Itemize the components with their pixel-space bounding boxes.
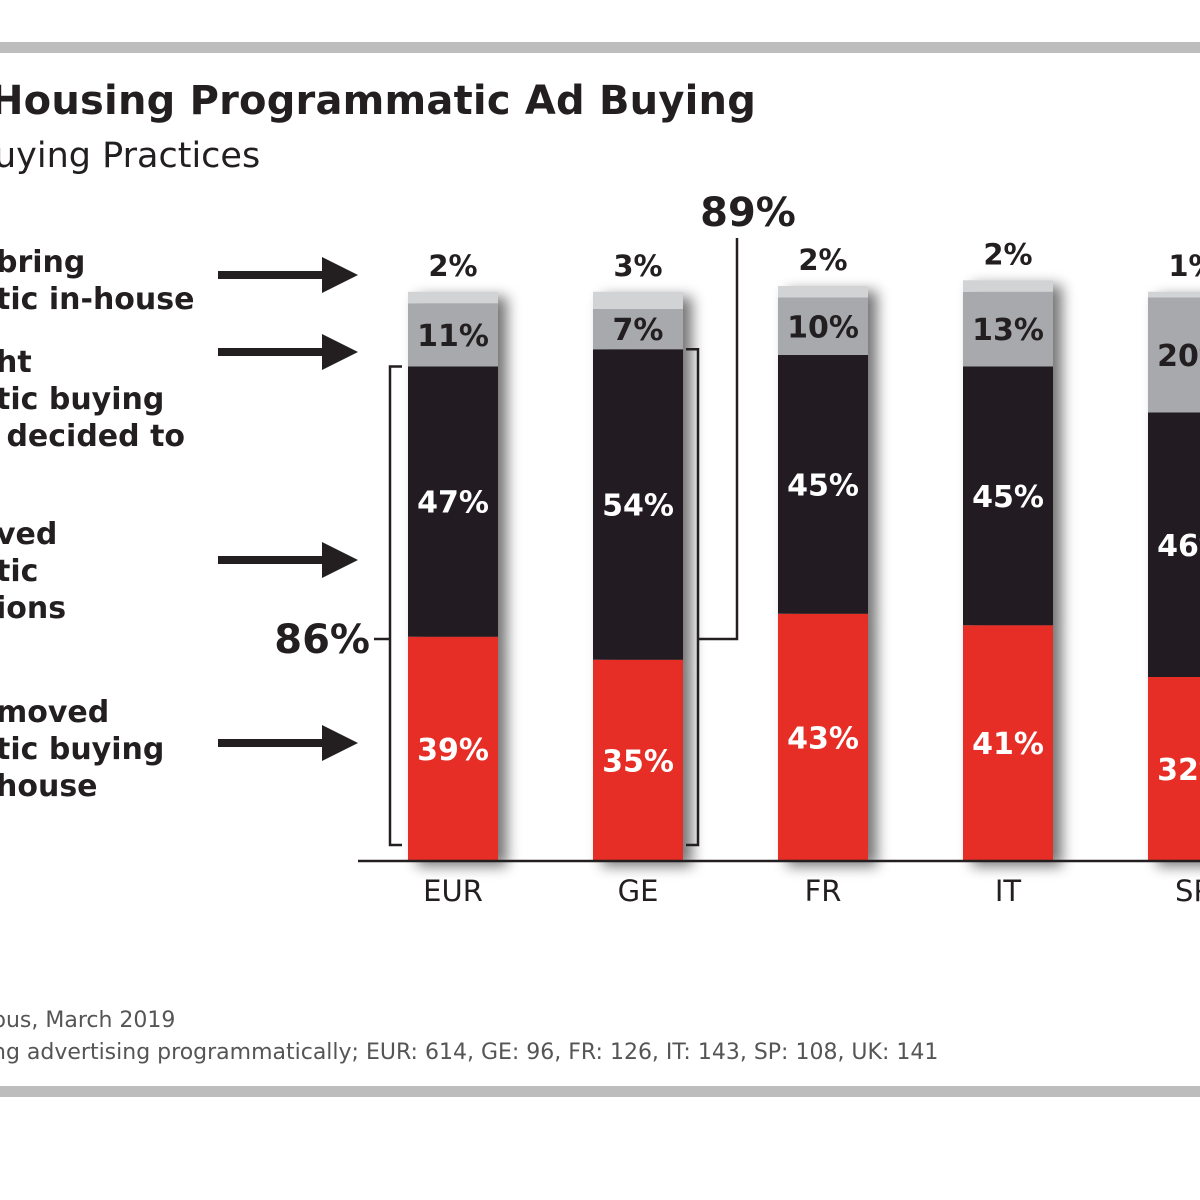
data-label-moved-some-fr: 45%: [787, 468, 859, 503]
bar-segment-in-house-fr: [778, 613, 868, 861]
bar-segment-plan-to-bring-sp: [1148, 291, 1200, 298]
bar-segment-considered-fr: [778, 297, 868, 355]
bar-segment-considered-sp: [1148, 297, 1200, 413]
data-label-in-house-sp: 32%: [1157, 753, 1200, 788]
bar-eur: [408, 291, 498, 861]
data-label-in-house-fr: 43%: [787, 721, 859, 756]
legend-arrow-moved-some: [218, 542, 358, 578]
bracket-line-ge: [686, 238, 739, 847]
data-label-plan-to-bring-eur: 2%: [428, 249, 477, 283]
data-label-moved-some-ge: 54%: [602, 489, 674, 524]
legend-arrow-plan-to-bring: [218, 257, 358, 293]
bar-segment-moved-some-fr: [778, 355, 868, 614]
legend-arrow-in-house: [218, 725, 358, 761]
data-label-in-house-it: 41%: [972, 727, 1044, 762]
legend-label-considered: ht tic buying decided to: [0, 345, 186, 454]
bar-segment-plan-to-bring-eur: [408, 291, 498, 304]
bracket-label-ge: 89%: [700, 190, 796, 236]
bar-segment-in-house-sp: [1148, 677, 1200, 861]
bar-segment-in-house-it: [963, 625, 1053, 861]
stacked-bar-chart: 39% 47% 11% 2% EUR 35% 54% 7% 3% GE 43% 45% 10% 2% FR 4…: [274, 190, 1200, 908]
data-label-considered-fr: 10%: [787, 310, 859, 345]
bar-fr: [778, 286, 868, 861]
data-label-plan-to-bring-sp: 1%: [1168, 249, 1200, 283]
category-label-sp: SP: [1175, 874, 1200, 908]
bracket-label-eur: 86%: [274, 617, 370, 663]
bar-ge: [593, 291, 683, 861]
category-label-ge: GE: [618, 874, 659, 908]
bar-segment-in-house-eur: [408, 636, 498, 861]
brackets-layer: 86% 89%: [274, 190, 796, 847]
bar-it: [963, 280, 1053, 861]
bar-segment-moved-some-sp: [1148, 412, 1200, 677]
data-label-considered-sp: 20%: [1157, 339, 1200, 374]
bar-segment-in-house-ge: [593, 659, 683, 861]
legend-label-moved-some: ved tic ions: [0, 517, 67, 626]
chart-title: Housing Programmatic Ad Buying: [0, 78, 757, 124]
bar-segment-plan-to-bring-fr: [778, 286, 868, 298]
data-label-considered-eur: 11%: [417, 319, 489, 354]
bottom-rule: [0, 1086, 1200, 1097]
data-label-plan-to-bring-fr: 2%: [798, 243, 847, 277]
legend-label-in-house: moved tic buying house: [0, 695, 165, 804]
bar-segment-considered-eur: [408, 303, 498, 367]
data-label-plan-to-bring-ge: 3%: [613, 249, 662, 283]
base-note: ng advertising programmatically; EUR: 61…: [0, 1040, 939, 1065]
data-label-in-house-eur: 39%: [417, 733, 489, 768]
data-label-considered-it: 13%: [972, 313, 1044, 348]
source-note: bus, March 2019: [0, 1008, 176, 1033]
bar-segment-plan-to-bring-it: [963, 280, 1053, 292]
bar-segment-moved-some-it: [963, 366, 1053, 626]
data-label-in-house-ge: 35%: [602, 744, 674, 779]
data-label-moved-some-sp: 46%: [1157, 529, 1200, 564]
bar-segment-considered-ge: [593, 309, 683, 350]
top-rule: [0, 42, 1200, 53]
labels-layer: 39% 47% 11% 2% EUR 35% 54% 7% 3% GE 43% 45% 10% 2% FR 4…: [417, 237, 1200, 908]
chart-subtitle: uying Practices: [0, 136, 261, 176]
category-label-eur: EUR: [423, 874, 483, 908]
bar-segment-moved-some-eur: [408, 366, 498, 637]
category-label-it: IT: [995, 874, 1022, 908]
data-label-plan-to-bring-it: 2%: [983, 237, 1032, 271]
bar-segment-considered-it: [963, 291, 1053, 367]
bar-segment-moved-some-ge: [593, 349, 683, 660]
data-label-moved-some-it: 45%: [972, 480, 1044, 515]
legend-label-plan-to-bring: bring tic in-house: [0, 245, 195, 317]
data-label-considered-ge: 7%: [613, 313, 664, 348]
bar-sp: [1148, 291, 1200, 861]
bracket-line-eur: [374, 365, 402, 847]
bars-layer: [408, 280, 1200, 861]
data-label-moved-some-eur: 47%: [417, 486, 489, 521]
legend-arrow-considered: [218, 334, 358, 370]
category-label-fr: FR: [805, 874, 842, 908]
bar-segment-plan-to-bring-ge: [593, 291, 683, 309]
